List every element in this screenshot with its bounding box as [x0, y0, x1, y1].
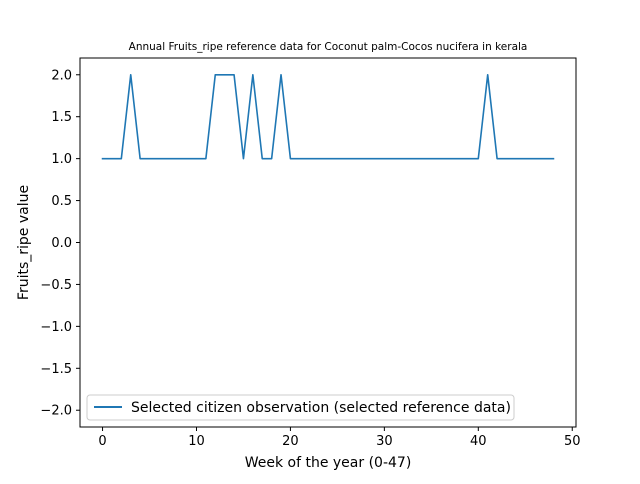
series-layer [101, 73, 555, 160]
y-tick-label: −1.5 [40, 362, 72, 377]
x-tick-label: 40 [470, 434, 487, 449]
x-tick-label: 50 [564, 434, 581, 449]
series-line [101, 73, 555, 160]
y-tick-label: 0.5 [51, 194, 72, 209]
y-tick-label: 2.0 [51, 68, 72, 83]
x-axis-label: Week of the year (0-47) [245, 455, 412, 471]
axis-ticks: 0 10 20 30 40 50 2.0 1.5 1.0 0.5 0.0 −0.5 −1.0 −1.5 −2… [40, 68, 580, 449]
y-tick-label: 1.0 [51, 152, 72, 167]
x-tick-label: 30 [376, 434, 393, 449]
y-tick-label: −0.5 [40, 278, 72, 293]
legend-box [86, 394, 515, 421]
chart-title: Annual Fruits_ripe reference data for Co… [129, 41, 528, 53]
legend-entry-label: Selected citizen observation (selected r… [131, 400, 511, 416]
y-axis-label: Fruits_ripe value [16, 185, 32, 300]
axes-frame [79, 57, 577, 428]
y-tick-label: 1.5 [51, 110, 72, 125]
x-tick-label: 20 [282, 434, 299, 449]
x-tick-label: 0 [98, 434, 106, 449]
legend: Selected citizen observation (selected r… [86, 394, 515, 421]
x-tick-label: 10 [188, 434, 205, 449]
y-tick-label: −1.0 [40, 320, 72, 335]
y-tick-label: 0.0 [51, 236, 72, 251]
y-tick-label: −2.0 [40, 404, 72, 419]
